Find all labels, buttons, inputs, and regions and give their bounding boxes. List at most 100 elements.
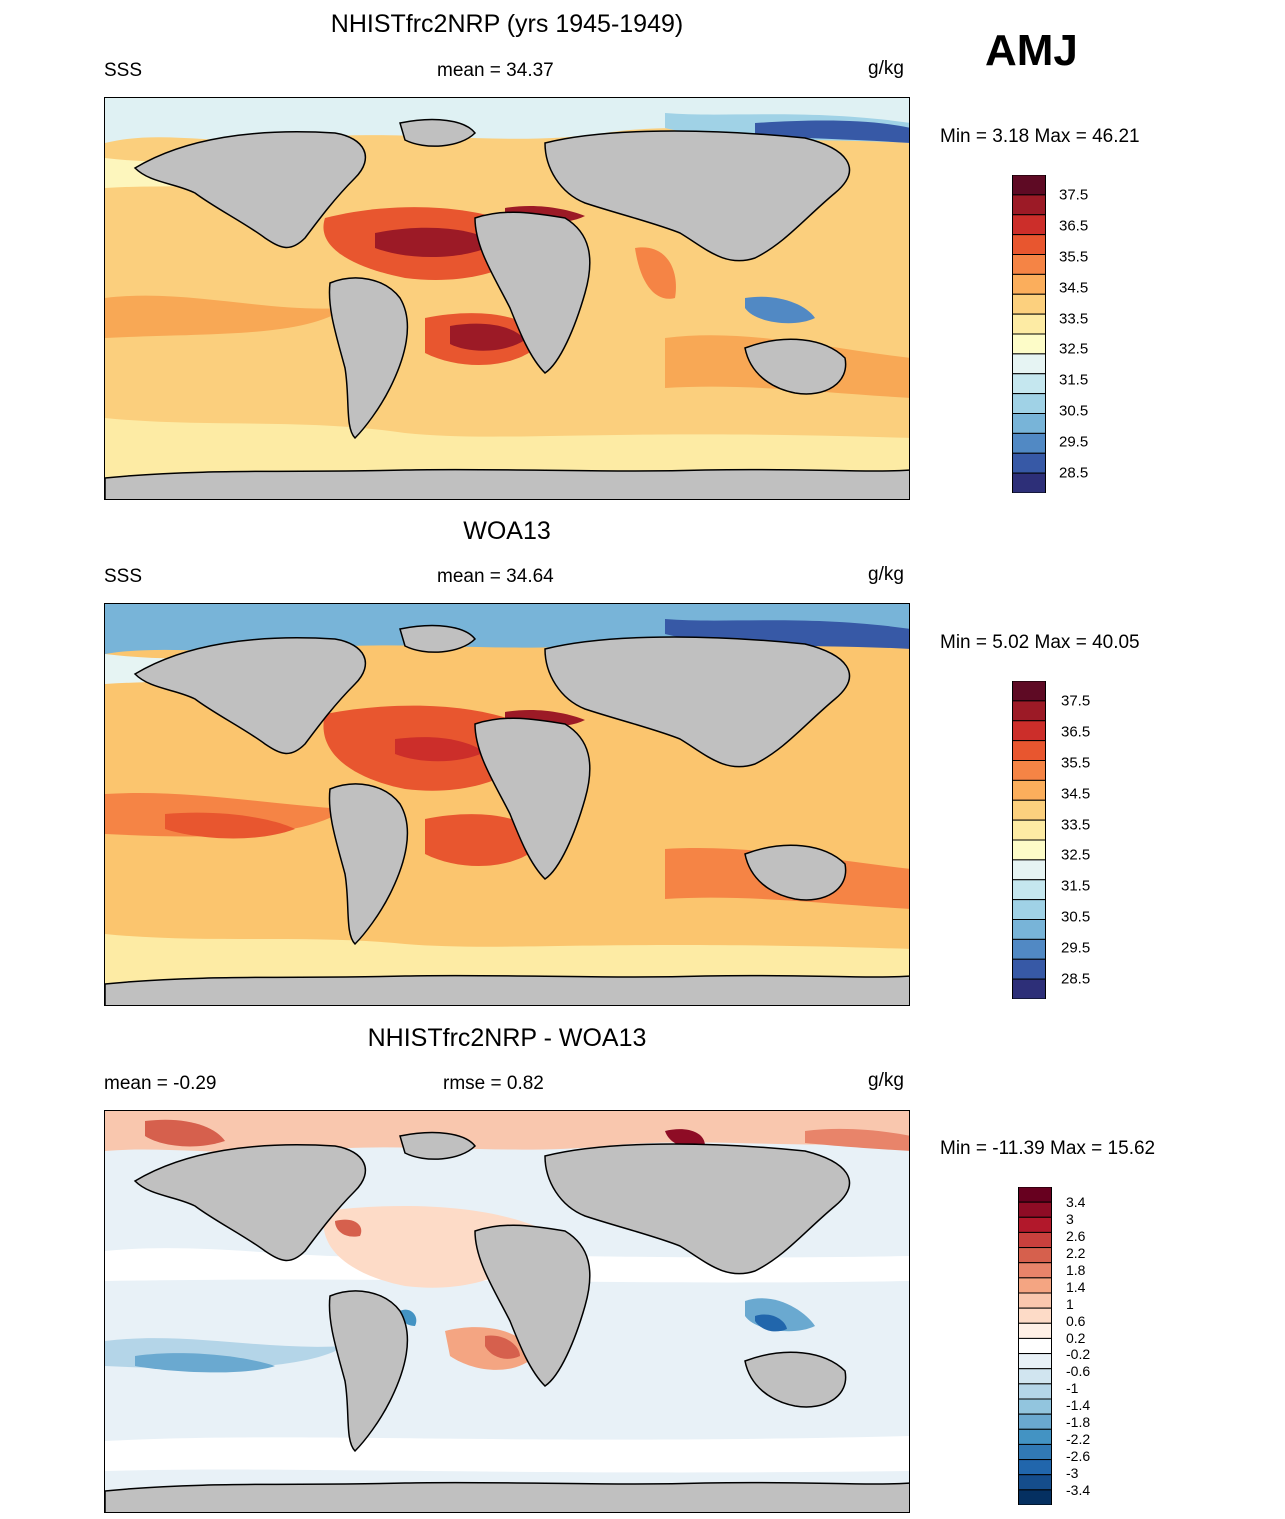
colorbar-tick-label: 3.4 (1066, 1194, 1086, 1211)
colorbar-tick-label: 0.6 (1066, 1312, 1086, 1329)
colorbar-tick-label: -3 (1066, 1464, 1079, 1481)
colorbar-swatch (1018, 1186, 1052, 1203)
colorbar-tick-label: 33.5 (1061, 816, 1091, 834)
panel2-map (104, 603, 910, 1006)
colorbar-tick-label: 31.5 (1061, 877, 1091, 895)
colorbar-tick-label: 1.8 (1066, 1261, 1086, 1278)
colorbar-swatch (1012, 194, 1046, 216)
colorbar-swatch (1012, 839, 1046, 861)
colorbar-tick-label: -1 (1066, 1380, 1079, 1397)
colorbar-tick-label: 33.5 (1059, 310, 1089, 328)
colorbar-tick-label: -1.8 (1066, 1414, 1091, 1431)
colorbar-swatch (1012, 958, 1046, 980)
colorbar-swatch (1018, 1216, 1052, 1233)
colorbar-swatch (1012, 413, 1046, 434)
panel1-colorbar-labels: 37.5 36.5 35.5 34.5 33.5 32.5 31.5 30.5 29.5 28.5 (1059, 175, 1119, 493)
colorbar-swatch (1012, 273, 1046, 295)
panel3-units: g/kg (868, 1070, 904, 1091)
colorbar-swatch (1012, 779, 1046, 801)
colorbar-swatch (1018, 1292, 1052, 1309)
colorbar-tick-label: 3 (1066, 1211, 1074, 1228)
colorbar-swatch (1012, 214, 1046, 236)
colorbar-swatch (1018, 1443, 1052, 1461)
colorbar-tick-label: -0.6 (1066, 1363, 1091, 1380)
colorbar-swatch (1012, 293, 1046, 315)
colorbar-tick-label: 34.5 (1059, 279, 1089, 297)
panel1-map (104, 97, 910, 500)
panel2-center-label: mean = 34.64 (437, 566, 554, 587)
panel1-center-label: mean = 34.37 (437, 60, 554, 81)
colorbar-tick-label: 36.5 (1059, 217, 1089, 235)
colorbar-swatch (1012, 393, 1046, 414)
colorbar-swatch (1012, 859, 1046, 881)
colorbar-tick-label: 0.2 (1066, 1329, 1086, 1346)
colorbar-swatch (1018, 1413, 1052, 1430)
colorbar-swatch (1018, 1368, 1052, 1385)
colorbar-tick-label: 30.5 (1061, 908, 1091, 926)
colorbar-swatch (1012, 760, 1046, 781)
colorbar-tick-label: 31.5 (1059, 371, 1089, 389)
panel2-units: g/kg (868, 564, 904, 585)
colorbar-tick-label: 2.6 (1066, 1227, 1086, 1244)
colorbar-swatch (1012, 879, 1046, 901)
colorbar-tick-label: -0.2 (1066, 1346, 1091, 1363)
colorbar-swatch (1018, 1322, 1052, 1339)
colorbar-swatch (1018, 1383, 1052, 1400)
colorbar-swatch (1018, 1247, 1052, 1264)
colorbar-tick-label: -2.2 (1066, 1431, 1091, 1448)
colorbar-swatch (1012, 978, 1046, 1000)
colorbar-tick-label: 30.5 (1059, 402, 1089, 420)
colorbar-swatch (1018, 1428, 1052, 1445)
colorbar-tick-label: 37.5 (1059, 186, 1089, 204)
colorbar-swatch (1012, 919, 1046, 940)
colorbar-swatch (1012, 313, 1046, 335)
colorbar-swatch (1012, 472, 1046, 494)
colorbar-swatch (1012, 740, 1046, 761)
colorbar-swatch (1012, 254, 1046, 275)
panel1-colorbar (1012, 174, 1046, 498)
colorbar-swatch (1018, 1474, 1052, 1491)
colorbar-tick-label: 29.5 (1059, 433, 1089, 451)
colorbar-swatch (1012, 333, 1046, 355)
panel3-colorbar (1018, 1186, 1052, 1510)
colorbar-tick-label: 32.5 (1061, 846, 1091, 864)
colorbar-tick-label: 34.5 (1061, 785, 1091, 803)
colorbar-tick-label: 35.5 (1059, 248, 1089, 266)
panel2-colorbar (1012, 680, 1046, 1004)
colorbar-swatch (1018, 1277, 1052, 1294)
panel3-title: NHISTfrc2NRP - WOA13 (367, 1024, 647, 1052)
panel3-map (104, 1110, 910, 1513)
colorbar-swatch (1018, 1231, 1052, 1249)
panel2-title: WOA13 (463, 517, 551, 545)
colorbar-tick-label: -3.4 (1066, 1481, 1091, 1498)
colorbar-swatch (1012, 700, 1046, 722)
colorbar-tick-label: 1.4 (1066, 1278, 1086, 1295)
colorbar-swatch (1012, 432, 1046, 454)
panel1-minmax: Min = 3.18 Max = 46.21 (940, 126, 1140, 147)
panel1-units: g/kg (868, 58, 904, 79)
colorbar-swatch (1018, 1398, 1052, 1415)
colorbar-swatch (1012, 819, 1046, 841)
panel3-minmax: Min = -11.39 Max = 15.62 (940, 1138, 1156, 1159)
colorbar-swatch (1012, 174, 1046, 196)
colorbar-swatch (1012, 353, 1046, 375)
colorbar-swatch (1018, 1459, 1052, 1476)
panel2-colorbar-labels: 37.5 36.5 35.5 34.5 33.5 32.5 31.5 30.5 29.5 28.5 (1061, 681, 1121, 999)
colorbar-swatch (1018, 1307, 1052, 1324)
colorbar-swatch (1012, 720, 1046, 742)
colorbar-swatch (1012, 452, 1046, 474)
colorbar-tick-label: 37.5 (1061, 692, 1091, 710)
panel1-title: NHISTfrc2NRP (yrs 1945-1949) (330, 10, 684, 38)
colorbar-swatch (1018, 1262, 1052, 1279)
season-label: AMJ (985, 26, 1078, 75)
colorbar-swatch (1018, 1201, 1052, 1218)
colorbar-swatch (1012, 373, 1046, 395)
colorbar-swatch (1018, 1353, 1052, 1370)
colorbar-tick-label: -1.4 (1066, 1397, 1091, 1414)
colorbar-swatch (1012, 680, 1046, 702)
colorbar-swatch (1018, 1337, 1052, 1355)
colorbar-swatch (1018, 1489, 1052, 1506)
panel3-left-label: mean = -0.29 (104, 1073, 217, 1094)
colorbar-tick-label: 2.2 (1066, 1244, 1086, 1261)
colorbar-tick-label: 28.5 (1059, 464, 1089, 482)
